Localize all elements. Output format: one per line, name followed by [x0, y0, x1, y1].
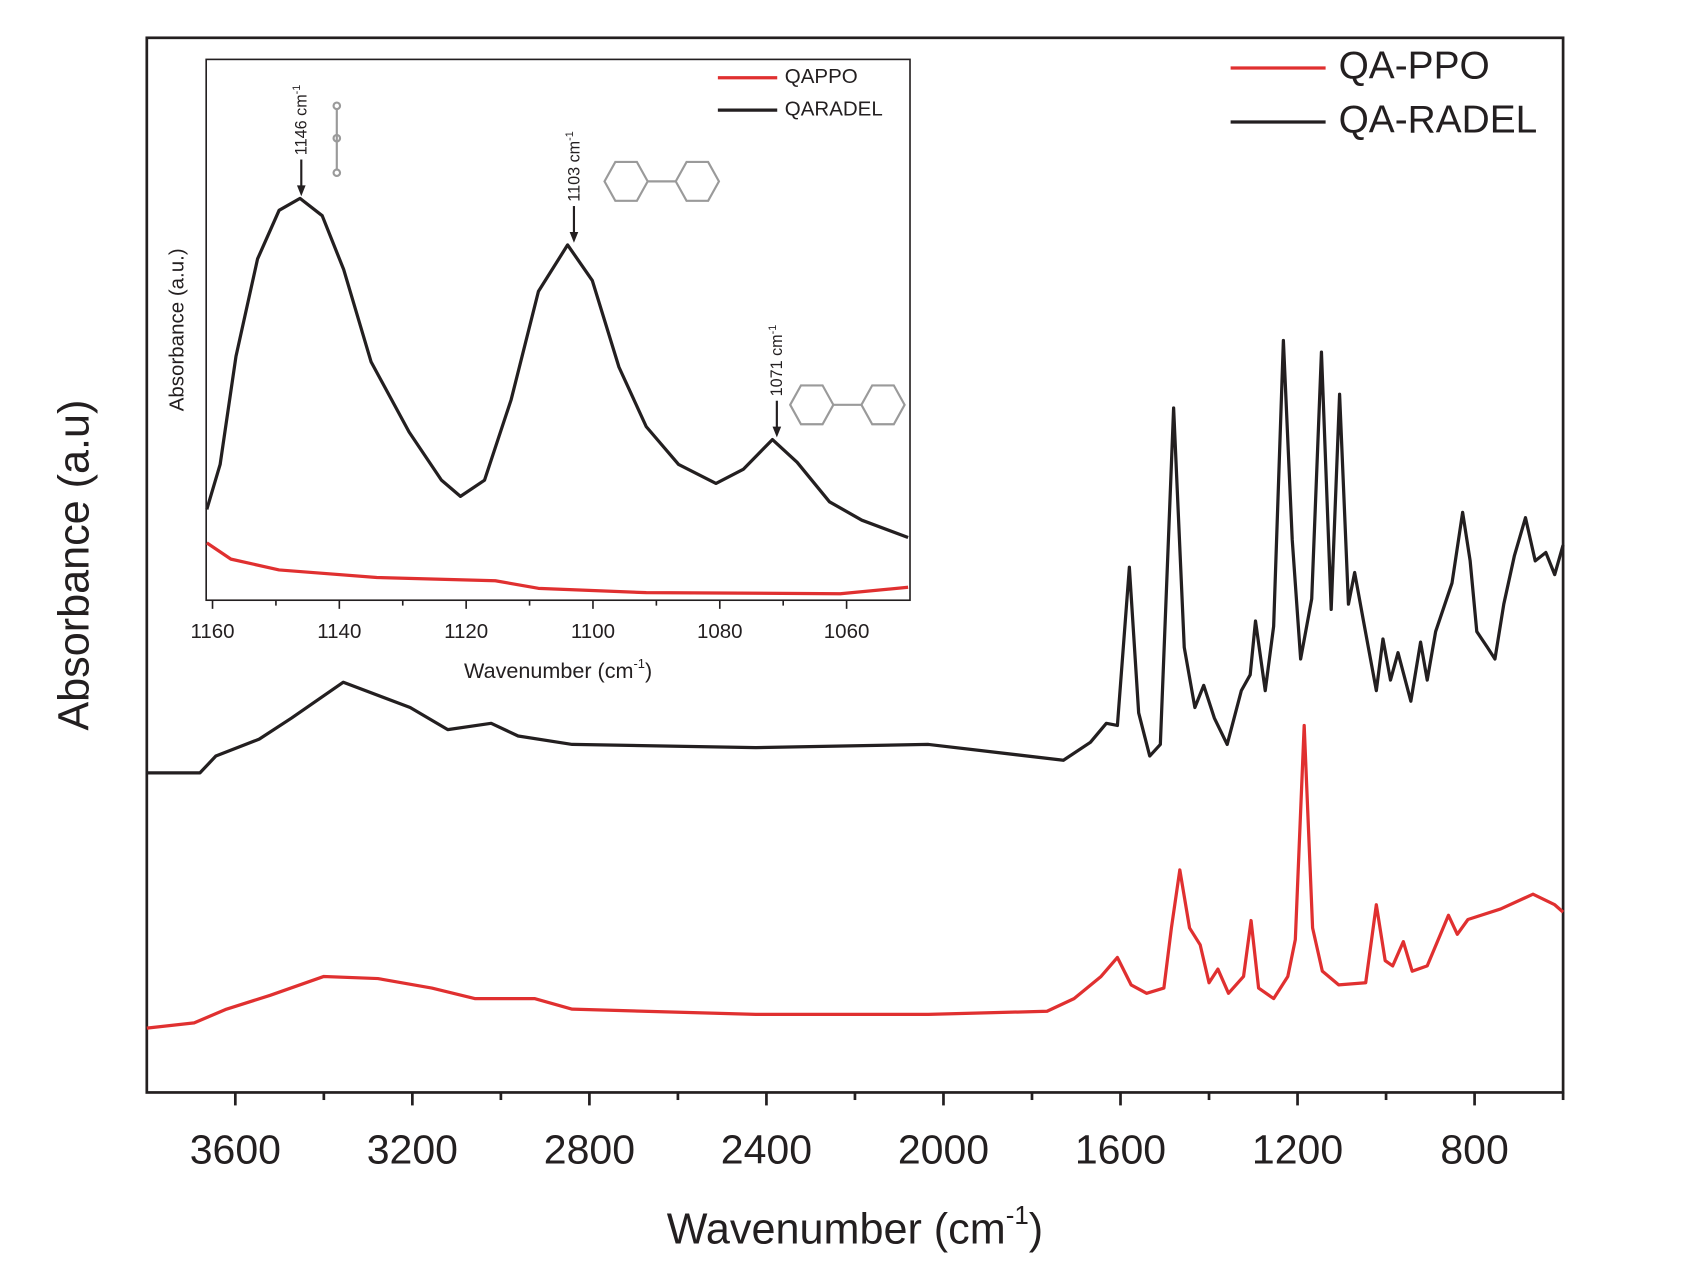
annotation-sup: -1: [767, 325, 779, 335]
x-axis-label-sup: -1: [1006, 1202, 1029, 1230]
annotation-sup: -1: [291, 85, 303, 95]
legend-label: QA-PPO: [1339, 44, 1490, 87]
x-tick-label: 3600: [190, 1127, 281, 1173]
x-axis-label-end: ): [645, 658, 652, 683]
x-tick-label: 1140: [317, 620, 361, 643]
x-axis-label: Wavenumber (cm-1): [667, 1202, 1043, 1253]
series-line: [205, 541, 909, 596]
x-tick-label: 1100: [571, 620, 615, 643]
x-tick-label: 1200: [1252, 1127, 1343, 1173]
annotation-sup: -1: [564, 131, 576, 141]
x-tick-label: 1060: [824, 620, 870, 643]
legend-label: QAPPO: [785, 65, 858, 88]
x-tick-label: 3200: [367, 1127, 458, 1173]
x-tick-label: 1080: [697, 620, 743, 643]
x-tick-label: 2400: [721, 1127, 812, 1173]
annotation-label: 1146 cm-1: [291, 85, 310, 155]
biphenyl-ether-icon: [603, 160, 721, 202]
x-axis-label-sup: -1: [633, 656, 645, 671]
annotation-text: 1103 cm: [565, 141, 583, 202]
x-axis-label-text: Wavenumber (cm: [464, 658, 633, 683]
x-axis-label-end: ): [1029, 1206, 1043, 1254]
series-line: [146, 338, 1565, 775]
sulfone-icon: [332, 101, 342, 178]
x-tick-label: 1160: [190, 620, 234, 643]
annotation-arrowhead: [772, 426, 782, 438]
legend-label: QARADEL: [785, 98, 883, 121]
y-axis-label: Absorbance (a.u): [51, 400, 99, 731]
annotation-label: 1103 cm-1: [564, 131, 583, 201]
annotation-text: 1146 cm: [293, 94, 311, 155]
structure-icons: [332, 101, 906, 426]
x-axis-label-text: Wavenumber (cm: [667, 1206, 1006, 1254]
annotation-text: 1071 cm: [768, 334, 786, 396]
x-tick-label: 1120: [444, 620, 488, 643]
series-line: [205, 196, 909, 539]
plot-frame: [205, 58, 911, 602]
annotation-arrowhead: [296, 185, 306, 197]
x-tick-label: 2000: [898, 1127, 989, 1173]
annotation-arrowhead: [569, 231, 579, 243]
series-line: [146, 723, 1565, 1030]
y-axis-label: Absorbance (a.u.): [166, 248, 189, 411]
x-tick-label: 1600: [1075, 1127, 1166, 1173]
x-axis-label: Wavenumber (cm-1): [464, 656, 652, 683]
x-tick-label: 800: [1440, 1127, 1508, 1173]
biphenyl-ether-icon: [788, 384, 906, 426]
annotation-label: 1071 cm-1: [767, 325, 786, 397]
x-tick-label: 2800: [544, 1127, 635, 1173]
legend-label: QA-RADEL: [1339, 98, 1538, 141]
